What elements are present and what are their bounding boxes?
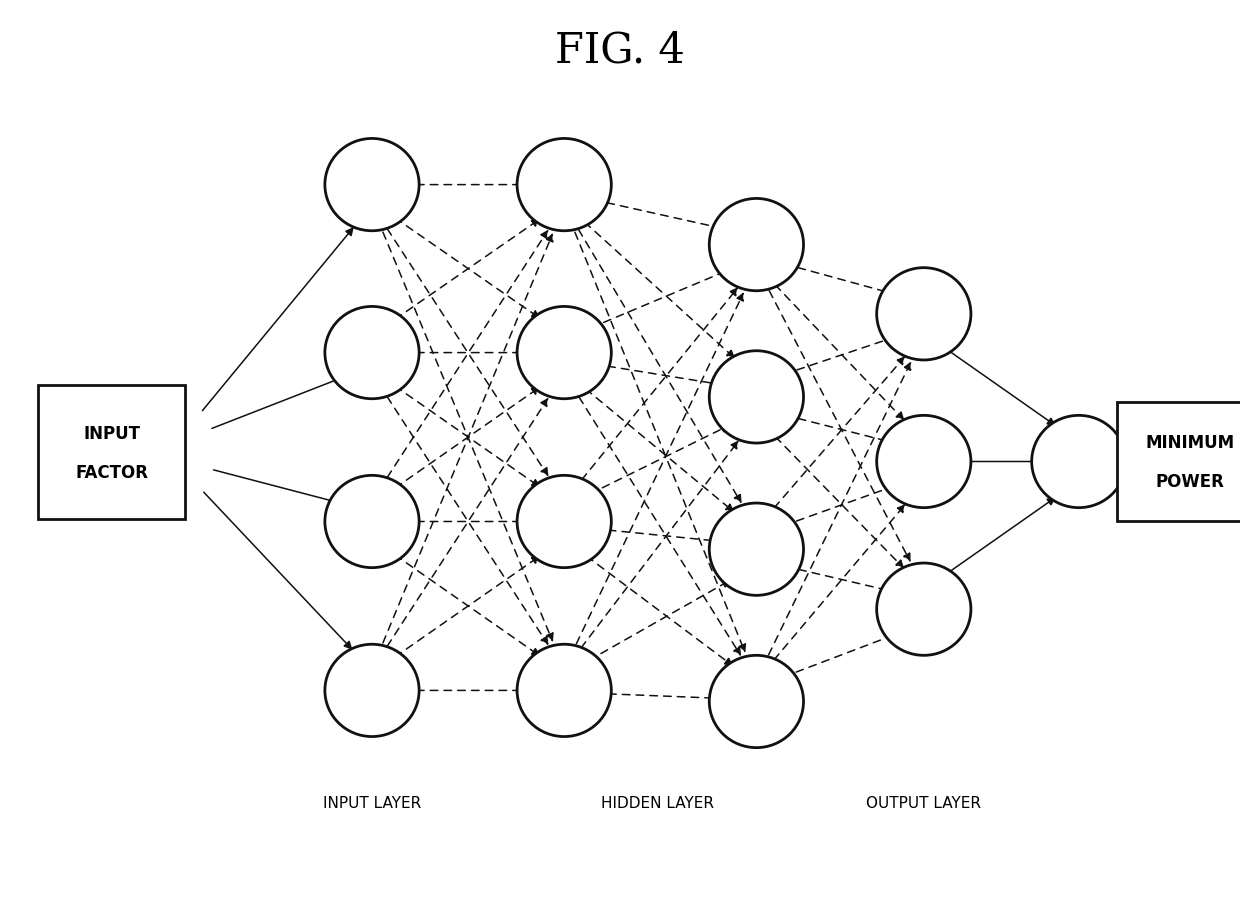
Ellipse shape [325,475,419,568]
Text: POWER: POWER [1156,473,1225,491]
Text: OUTPUT LAYER: OUTPUT LAYER [867,796,981,810]
Ellipse shape [709,198,804,291]
FancyBboxPatch shape [1117,402,1240,521]
Ellipse shape [877,268,971,360]
Ellipse shape [325,138,419,231]
Text: INPUT LAYER: INPUT LAYER [322,796,422,810]
Ellipse shape [325,644,419,737]
Ellipse shape [517,475,611,568]
FancyBboxPatch shape [38,386,185,519]
Ellipse shape [517,644,611,737]
Ellipse shape [877,563,971,655]
Text: FACTOR: FACTOR [76,463,148,482]
Ellipse shape [709,351,804,443]
Ellipse shape [877,415,971,508]
Text: INPUT: INPUT [83,425,140,443]
Ellipse shape [325,306,419,399]
Text: FIG. 4: FIG. 4 [556,30,684,72]
Ellipse shape [1032,415,1126,508]
Ellipse shape [709,503,804,595]
Ellipse shape [709,655,804,748]
Text: MINIMUM: MINIMUM [1146,434,1235,452]
Ellipse shape [517,306,611,399]
Text: HIDDEN LAYER: HIDDEN LAYER [600,796,714,810]
Ellipse shape [517,138,611,231]
